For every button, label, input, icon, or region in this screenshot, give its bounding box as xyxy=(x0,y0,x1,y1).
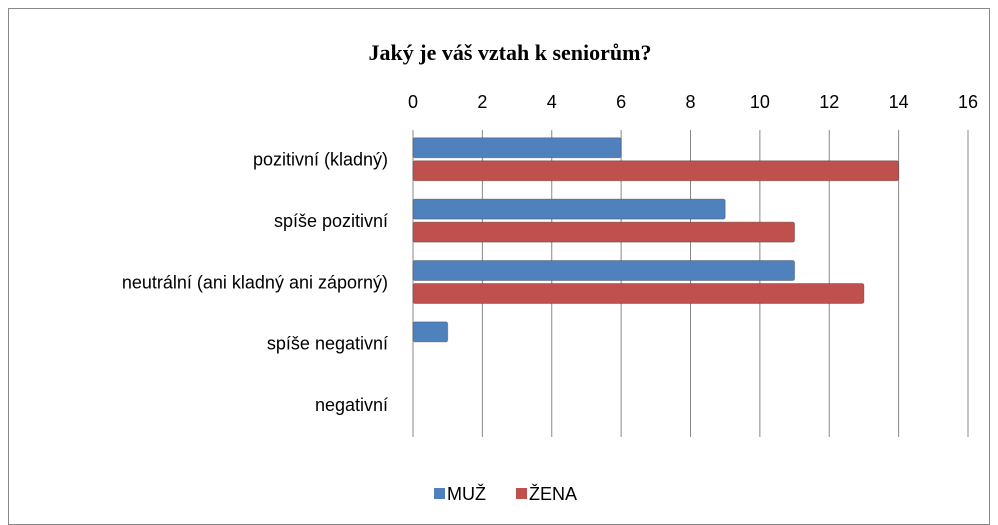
x-tick-label: 0 xyxy=(408,92,418,112)
x-tick-label: 12 xyxy=(819,92,839,112)
legend-label: MUŽ xyxy=(447,484,486,504)
x-tick-label: 2 xyxy=(477,92,487,112)
x-tick-label: 10 xyxy=(750,92,770,112)
y-tick-label: pozitivní (kladný) xyxy=(253,149,388,169)
x-tick-label: 8 xyxy=(685,92,695,112)
bar xyxy=(412,260,796,281)
x-tick-label: 16 xyxy=(958,92,978,112)
bar xyxy=(412,321,449,343)
y-tick-label: negativní xyxy=(315,395,388,415)
x-tick-label: 14 xyxy=(889,92,909,112)
bar xyxy=(412,283,865,304)
legend-swatch xyxy=(516,488,527,499)
bar xyxy=(412,160,900,182)
y-tick-label: neutrální (ani kladný ani záporný) xyxy=(122,272,388,292)
y-tick-label: spíše negativní xyxy=(267,334,388,354)
y-tick-label: spíše pozitivní xyxy=(274,211,388,231)
bar xyxy=(412,137,622,159)
chart-title: Jaký je váš vztah k seniorům? xyxy=(369,40,652,65)
x-tick-label: 6 xyxy=(616,92,626,112)
legend-label: ŽENA xyxy=(529,484,577,504)
legend-swatch xyxy=(434,488,445,499)
bar xyxy=(412,198,726,220)
x-tick-label: 4 xyxy=(547,92,557,112)
bar xyxy=(412,221,796,243)
